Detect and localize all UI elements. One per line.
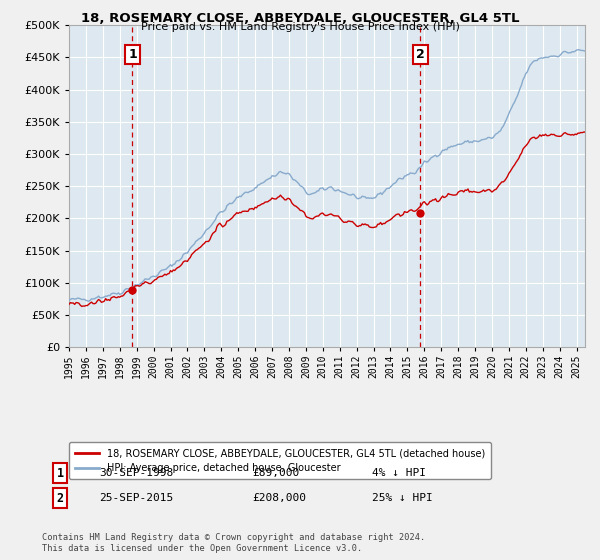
Text: 25% ↓ HPI: 25% ↓ HPI: [372, 493, 433, 503]
Text: 4% ↓ HPI: 4% ↓ HPI: [372, 468, 426, 478]
Text: 30-SEP-1998: 30-SEP-1998: [99, 468, 173, 478]
Text: Contains HM Land Registry data © Crown copyright and database right 2024.
This d: Contains HM Land Registry data © Crown c…: [42, 533, 425, 553]
Text: Price paid vs. HM Land Registry's House Price Index (HPI): Price paid vs. HM Land Registry's House …: [140, 22, 460, 32]
Text: £89,000: £89,000: [252, 468, 299, 478]
Text: 1: 1: [128, 48, 137, 60]
Text: 2: 2: [56, 492, 64, 505]
Text: 18, ROSEMARY CLOSE, ABBEYDALE, GLOUCESTER, GL4 5TL: 18, ROSEMARY CLOSE, ABBEYDALE, GLOUCESTE…: [81, 12, 519, 25]
Text: 25-SEP-2015: 25-SEP-2015: [99, 493, 173, 503]
Text: £208,000: £208,000: [252, 493, 306, 503]
Legend: 18, ROSEMARY CLOSE, ABBEYDALE, GLOUCESTER, GL4 5TL (detached house), HPI: Averag: 18, ROSEMARY CLOSE, ABBEYDALE, GLOUCESTE…: [69, 442, 491, 479]
Text: 1: 1: [56, 466, 64, 480]
Text: 2: 2: [416, 48, 424, 60]
